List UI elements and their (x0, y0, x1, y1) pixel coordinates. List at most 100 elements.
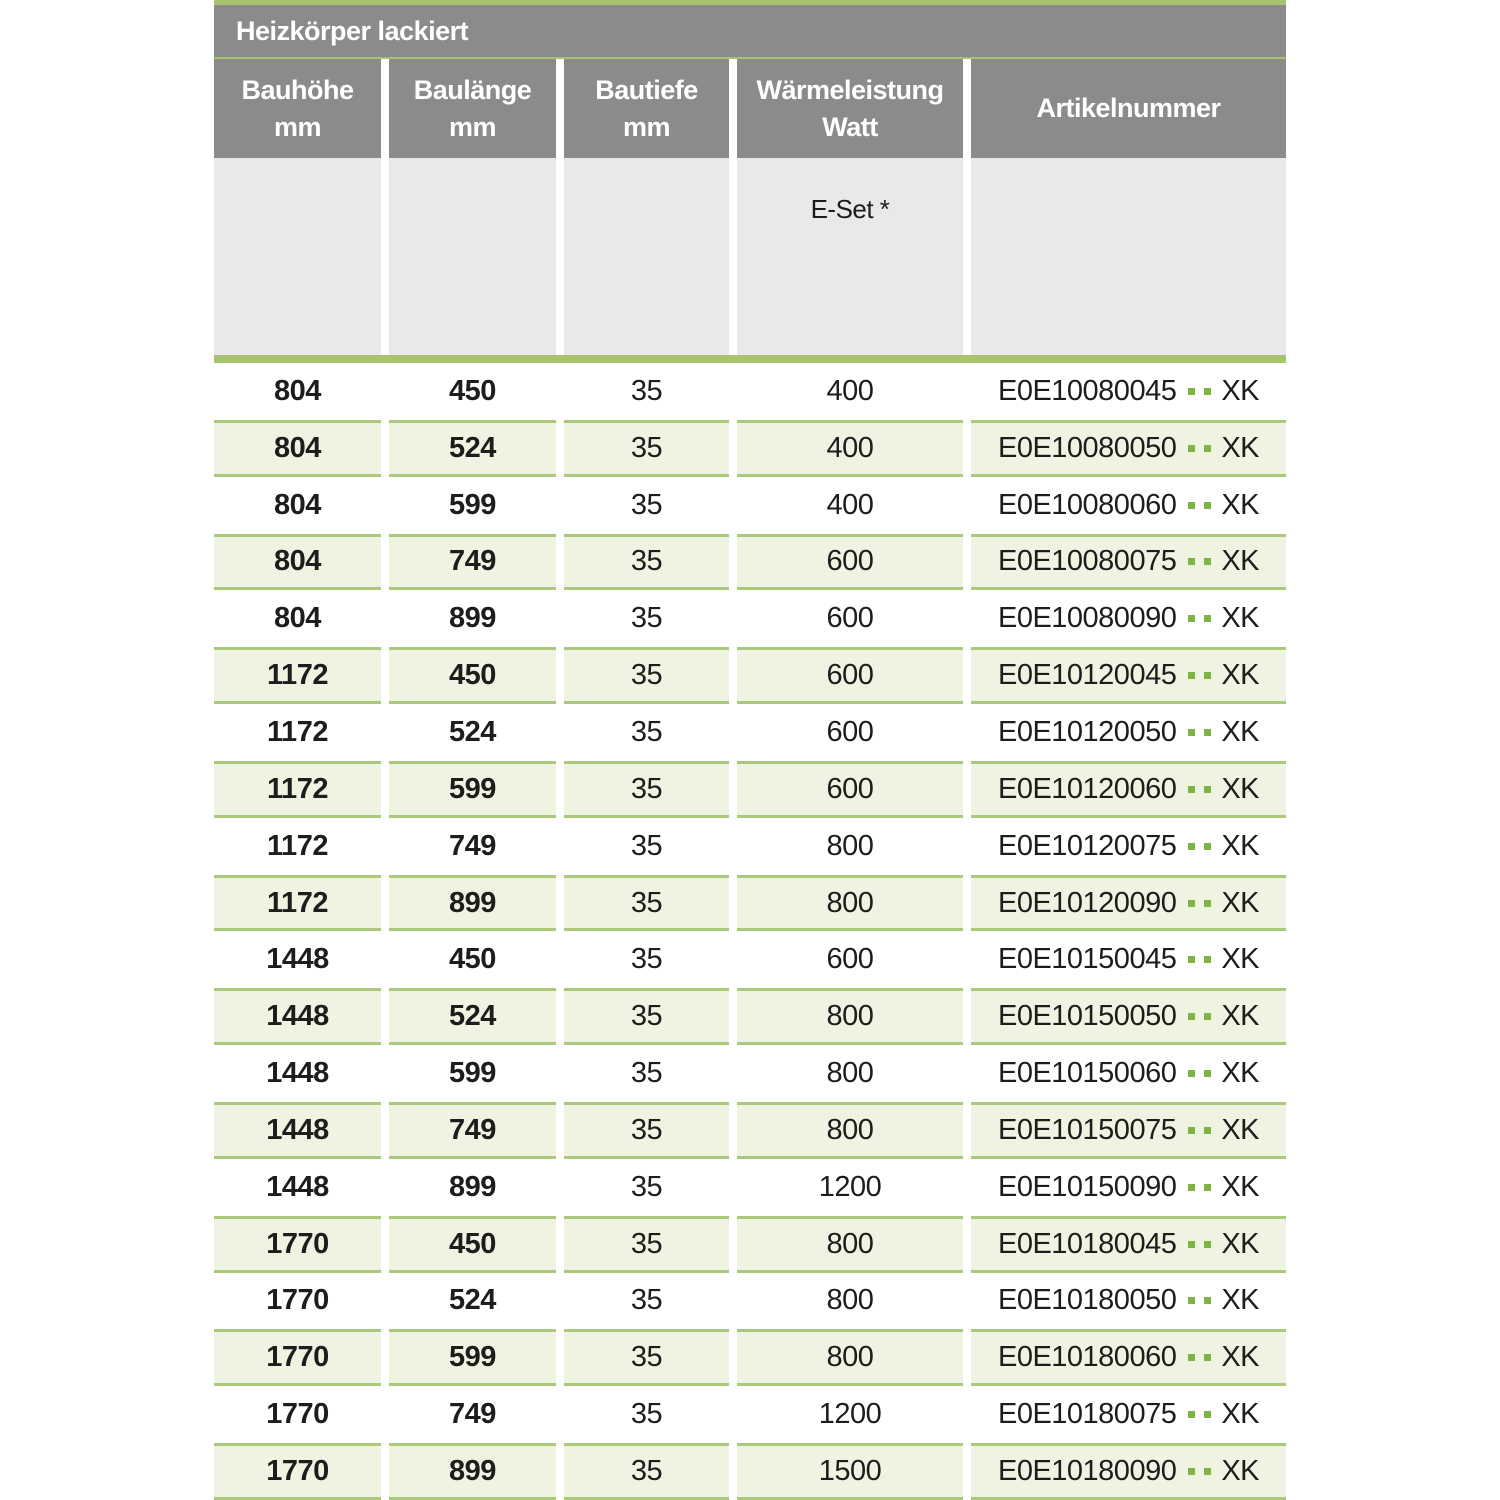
cell-artikelnummer: E0E10180060 XK (971, 1329, 1286, 1387)
cell-watt: 800 (737, 1101, 963, 1159)
artikel-prefix: E0E10150090 (997, 1170, 1177, 1203)
cell-baulaenge: 450 (389, 647, 556, 705)
cell-bauhoehe: 804 (214, 590, 381, 648)
cell-bautiefe: 35 (564, 647, 729, 705)
table-row: 1172 599 35 600 E0E10120060 XK (214, 760, 1286, 818)
cell-bautiefe: 35 (564, 1045, 729, 1102)
artikel-dot-icon (1188, 1411, 1196, 1419)
cell-baulaenge: 599 (389, 760, 556, 818)
artikel-dot-icon (1188, 558, 1196, 566)
column-header-row: Bauhöhe mm Baulänge mm Bautiefe mm Wärme… (214, 59, 1286, 158)
artikel-dot-icon (1204, 558, 1212, 566)
artikel-suffix: XK (1221, 374, 1260, 407)
cell-bautiefe: 35 (564, 363, 729, 420)
column-header-unit: mm (273, 111, 322, 142)
artikel-dot-icon (1204, 728, 1212, 736)
eset-label: E-Set * (810, 194, 890, 224)
cell-baulaenge: 524 (389, 1272, 556, 1330)
artikel-prefix: E0E10080060 (997, 488, 1177, 521)
table-row: 1172 749 35 800 E0E10120075 XK (214, 817, 1286, 875)
top-accent-line (214, 0, 1286, 5)
artikel-suffix: XK (1221, 1113, 1260, 1146)
cell-baulaenge: 899 (389, 590, 556, 648)
artikel-suffix: XK (1221, 602, 1260, 635)
table-row: 1172 899 35 800 E0E10120090 XK (214, 874, 1286, 932)
cell-baulaenge: 899 (389, 1443, 556, 1500)
artikel-prefix: E0E10180045 (997, 1227, 1177, 1260)
cell-baulaenge: 524 (389, 419, 556, 477)
cell-baulaenge: 599 (389, 476, 556, 534)
cell-watt: 400 (737, 363, 963, 420)
artikel-dot-icon (1188, 728, 1196, 736)
artikel-dot-icon (1188, 1354, 1196, 1362)
title-separator-line (214, 57, 1286, 59)
cell-artikelnummer: E0E10180050 XK (971, 1272, 1286, 1330)
cell-baulaenge: 749 (389, 533, 556, 591)
artikel-suffix: XK (1221, 943, 1260, 976)
artikel-prefix: E0E10120075 (997, 829, 1177, 862)
cell-bauhoehe: 1448 (214, 1101, 381, 1159)
table-row: 1448 450 35 600 E0E10150045 XK (214, 931, 1286, 989)
artikel-prefix: E0E10080045 (997, 374, 1177, 407)
artikel-dot-icon (1188, 1240, 1196, 1248)
table-row: 804 524 35 400 E0E10080050 XK (214, 419, 1286, 477)
cell-bauhoehe: 1770 (214, 1215, 381, 1273)
artikel-prefix: E0E10120050 (997, 715, 1177, 748)
cell-bautiefe: 35 (564, 817, 729, 875)
artikel-suffix: XK (1221, 1057, 1260, 1090)
artikel-prefix: E0E10080050 (997, 431, 1177, 464)
artikel-prefix: E0E10180090 (997, 1454, 1177, 1487)
cell-baulaenge: 524 (389, 988, 556, 1046)
cell-artikelnummer: E0E10080050 XK (971, 419, 1286, 477)
cell-bautiefe: 35 (564, 1386, 729, 1444)
table-row: 804 450 35 400 E0E10080045 XK (214, 363, 1286, 420)
cell-baulaenge: 749 (389, 817, 556, 875)
subheader-cell-artikelnummer (971, 158, 1286, 355)
cell-bauhoehe: 1448 (214, 1158, 381, 1216)
artikel-prefix: E0E10120060 (997, 772, 1177, 805)
cell-bauhoehe: 1172 (214, 704, 381, 761)
table-row: 1770 450 35 800 E0E10180045 XK (214, 1215, 1286, 1273)
cell-watt: 1200 (737, 1158, 963, 1216)
cell-watt: 800 (737, 874, 963, 932)
artikel-dot-icon (1204, 672, 1212, 680)
cell-bautiefe: 35 (564, 590, 729, 648)
cell-bautiefe: 35 (564, 704, 729, 761)
cell-watt: 600 (737, 533, 963, 591)
artikel-suffix: XK (1221, 1000, 1260, 1033)
cell-bauhoehe: 1172 (214, 874, 381, 932)
cell-bautiefe: 35 (564, 874, 729, 932)
artikel-dot-icon (1188, 1297, 1196, 1305)
column-header-bautiefe: Bautiefe mm (564, 59, 729, 158)
cell-watt: 800 (737, 988, 963, 1046)
cell-watt: 800 (737, 1329, 963, 1387)
table-row: 1172 524 35 600 E0E10120050 XK (214, 704, 1286, 761)
cell-bauhoehe: 1172 (214, 760, 381, 818)
column-header-baulaenge: Baulänge mm (389, 59, 556, 158)
table-row: 1770 899 35 1500 E0E10180090 XK (214, 1443, 1286, 1500)
table-title: Heizkörper lackiert (236, 15, 469, 46)
artikel-dot-icon (1188, 1126, 1196, 1134)
artikel-dot-icon (1204, 956, 1212, 964)
artikel-dot-icon (1204, 785, 1212, 793)
cell-bautiefe: 35 (564, 1443, 729, 1500)
cell-bauhoehe: 1448 (214, 988, 381, 1046)
cell-bauhoehe: 1172 (214, 817, 381, 875)
cell-baulaenge: 450 (389, 931, 556, 989)
cell-bauhoehe: 1770 (214, 1386, 381, 1444)
cell-bauhoehe: 1770 (214, 1272, 381, 1330)
column-header-label: Wärmeleistung (756, 74, 944, 105)
cell-bautiefe: 35 (564, 988, 729, 1046)
column-header-label: Baulänge (413, 74, 532, 105)
cell-bauhoehe: 1448 (214, 1045, 381, 1102)
artikel-dot-icon (1188, 1070, 1196, 1078)
artikel-dot-icon (1204, 899, 1212, 907)
cell-artikelnummer: E0E10080045 XK (971, 363, 1286, 420)
artikel-dot-icon (1204, 1467, 1212, 1475)
artikel-dot-icon (1204, 1070, 1212, 1078)
artikel-dot-icon (1204, 615, 1212, 623)
cell-bautiefe: 35 (564, 1101, 729, 1159)
table-row: 804 749 35 600 E0E10080075 XK (214, 533, 1286, 591)
artikel-dot-icon (1204, 1240, 1212, 1248)
cell-bautiefe: 35 (564, 419, 729, 477)
